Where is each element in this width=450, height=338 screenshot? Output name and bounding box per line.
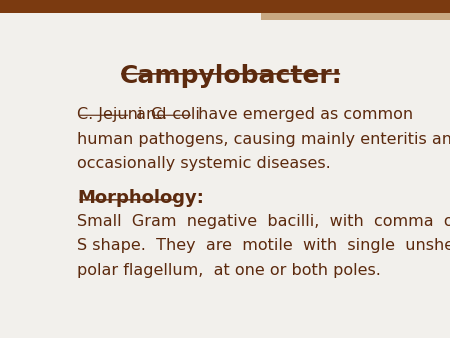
Text: and: and bbox=[130, 107, 171, 122]
Text: S shape.  They  are  motile  with  single  unsheathed: S shape. They are motile with single uns… bbox=[77, 238, 450, 254]
Text: C. Jejuni: C. Jejuni bbox=[77, 107, 143, 122]
Text: Small  Gram  negative  bacilli,  with  comma  or: Small Gram negative bacilli, with comma … bbox=[77, 214, 450, 228]
Text: Morphology:: Morphology: bbox=[77, 189, 204, 207]
Text: occasionally systemic diseases.: occasionally systemic diseases. bbox=[77, 156, 331, 171]
Text: polar flagellum,  at one or both poles.: polar flagellum, at one or both poles. bbox=[77, 263, 381, 278]
Text: Campylobacter:: Campylobacter: bbox=[119, 64, 342, 88]
Text: have emerged as common: have emerged as common bbox=[194, 107, 414, 122]
Text: human pathogens, causing mainly enteritis and: human pathogens, causing mainly enteriti… bbox=[77, 132, 450, 147]
Text: C. coli: C. coli bbox=[151, 107, 200, 122]
